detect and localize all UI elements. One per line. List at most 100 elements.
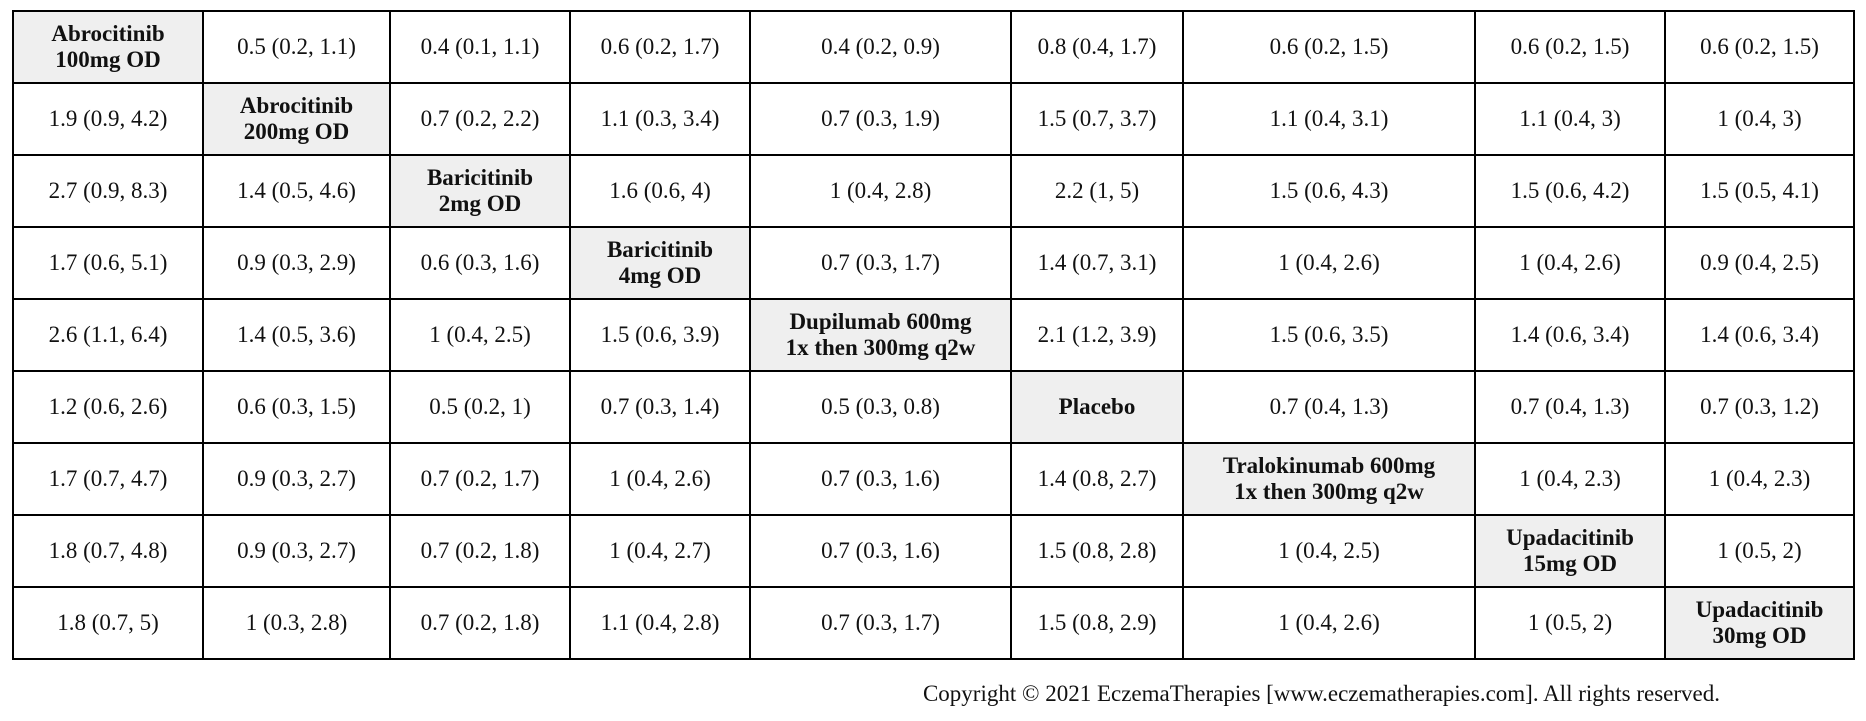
estimate-cell: 1.5 (0.6, 3.9) — [569, 298, 751, 372]
estimate-cell: 1 (0.4, 2.6) — [1474, 226, 1666, 300]
comparison-table: Abrocitinib 100mg OD 0.5 (0.2, 1.1) 0.4 (0.… — [12, 10, 1855, 660]
estimate-cell: 1.1 (0.4, 3.1) — [1182, 82, 1476, 156]
estimate-cell: 1 (0.4, 2.3) — [1664, 442, 1855, 516]
estimate-cell: 0.9 (0.4, 2.5) — [1664, 226, 1855, 300]
estimate-cell: 0.6 (0.2, 1.5) — [1664, 10, 1855, 84]
estimate-cell: 2.2 (1, 5) — [1010, 154, 1184, 228]
estimate-cell: 1.5 (0.8, 2.9) — [1010, 586, 1184, 660]
treatment-label: 1x then 300mg q2w — [1234, 479, 1424, 504]
treatment-cell: Abrocitinib 200mg OD — [202, 82, 391, 156]
table-row: 1.7 (0.7, 4.7) 0.9 (0.3, 2.7) 0.7 (0.2, 1.… — [12, 442, 1855, 516]
estimate-cell: 0.7 (0.4, 1.3) — [1474, 370, 1666, 444]
copyright: Copyright © 2021 EczemaTherapies [www.ec… — [922, 681, 1720, 706]
table-row: 2.7 (0.9, 8.3) 1.4 (0.5, 4.6) Baricitinib 2… — [12, 154, 1855, 228]
treatment-label: 30mg OD — [1712, 623, 1807, 648]
estimate-cell: 1.5 (0.6, 4.2) — [1474, 154, 1666, 228]
estimate-cell: 1.5 (0.8, 2.8) — [1010, 514, 1184, 588]
estimate-cell: 0.5 (0.2, 1) — [389, 370, 571, 444]
estimate-cell: 1.7 (0.7, 4.7) — [12, 442, 204, 516]
treatment-label: Upadacitinib — [1695, 596, 1824, 622]
estimate-cell: 0.7 (0.3, 1.6) — [749, 514, 1012, 588]
table-row: 1.7 (0.6, 5.1) 0.9 (0.3, 2.9) 0.6 (0.3, 1.… — [12, 226, 1855, 300]
estimate-cell: 1.5 (0.7, 3.7) — [1010, 82, 1184, 156]
estimate-cell: 1 (0.4, 2.3) — [1474, 442, 1666, 516]
estimate-cell: 1.4 (0.5, 4.6) — [202, 154, 391, 228]
estimate-cell: 0.5 (0.2, 1.1) — [202, 10, 391, 84]
estimate-cell: 0.7 (0.3, 1.4) — [569, 370, 751, 444]
table-row: 1.8 (0.7, 5) 1 (0.3, 2.8) 0.7 (0.2, 1.8) 1.… — [12, 586, 1855, 660]
estimate-cell: 1 (0.4, 2.6) — [569, 442, 751, 516]
treatment-label: 100mg OD — [55, 47, 161, 72]
estimate-cell: 1.4 (0.7, 3.1) — [1010, 226, 1184, 300]
table-row: Abrocitinib 100mg OD 0.5 (0.2, 1.1) 0.4 (0.… — [12, 10, 1855, 84]
treatment-cell: Baricitinib 4mg OD — [569, 226, 751, 300]
estimate-cell: 1.4 (0.6, 3.4) — [1474, 298, 1666, 372]
treatment-cell: Tralokinumab 600mg 1x then 300mg q2w — [1182, 442, 1476, 516]
table-row: 1.2 (0.6, 2.6) 0.6 (0.3, 1.5) 0.5 (0.2, 1)… — [12, 370, 1855, 444]
estimate-cell: 0.6 (0.3, 1.5) — [202, 370, 391, 444]
estimate-cell: 1.1 (0.4, 3) — [1474, 82, 1666, 156]
estimate-cell: 1.8 (0.7, 5) — [12, 586, 204, 660]
estimate-cell: 1 (0.4, 2.6) — [1182, 226, 1476, 300]
estimate-cell: 1.4 (0.5, 3.6) — [202, 298, 391, 372]
estimate-cell: 1.5 (0.6, 3.5) — [1182, 298, 1476, 372]
estimate-cell: 0.7 (0.3, 1.6) — [749, 442, 1012, 516]
estimate-cell: 1 (0.5, 2) — [1474, 586, 1666, 660]
treatment-cell: Baricitinib 2mg OD — [389, 154, 571, 228]
treatment-label: Placebo — [1058, 393, 1136, 419]
estimate-cell: 1.5 (0.6, 4.3) — [1182, 154, 1476, 228]
treatment-label: 200mg OD — [243, 119, 350, 144]
estimate-cell: 0.7 (0.2, 1.8) — [389, 586, 571, 660]
treatment-label: 2mg OD — [438, 191, 522, 216]
estimate-cell: 0.4 (0.1, 1.1) — [389, 10, 571, 84]
estimate-cell: 1.5 (0.5, 4.1) — [1664, 154, 1855, 228]
estimate-cell: 0.6 (0.2, 1.7) — [569, 10, 751, 84]
estimate-cell: 2.1 (1.2, 3.9) — [1010, 298, 1184, 372]
treatment-cell: Abrocitinib 100mg OD — [12, 10, 204, 84]
estimate-cell: 1.7 (0.6, 5.1) — [12, 226, 204, 300]
estimate-cell: 0.6 (0.2, 1.5) — [1182, 10, 1476, 84]
table-row: 2.6 (1.1, 6.4) 1.4 (0.5, 3.6) 1 (0.4, 2.5)… — [12, 298, 1855, 372]
estimate-cell: 1.1 (0.3, 3.4) — [569, 82, 751, 156]
estimate-cell: 1 (0.4, 3) — [1664, 82, 1855, 156]
estimate-cell: 1 (0.3, 2.8) — [202, 586, 391, 660]
estimate-cell: 0.5 (0.3, 0.8) — [749, 370, 1012, 444]
treatment-label: Tralokinumab 600mg — [1222, 452, 1436, 478]
treatment-label: 15mg OD — [1523, 551, 1617, 576]
treatment-label: 1x then 300mg q2w — [785, 335, 976, 360]
estimate-cell: 0.7 (0.3, 1.9) — [749, 82, 1012, 156]
estimate-cell: 2.6 (1.1, 6.4) — [12, 298, 204, 372]
estimate-cell: 1 (0.5, 2) — [1664, 514, 1855, 588]
treatment-label: Upadacitinib — [1506, 524, 1634, 550]
treatment-cell: Upadacitinib 15mg OD — [1474, 514, 1666, 588]
treatment-label: 4mg OD — [618, 263, 702, 288]
estimate-cell: 1.4 (0.8, 2.7) — [1010, 442, 1184, 516]
estimate-cell: 0.9 (0.3, 2.7) — [202, 514, 391, 588]
estimate-cell: 1 (0.4, 2.5) — [1182, 514, 1476, 588]
estimate-cell: 1.9 (0.9, 4.2) — [12, 82, 204, 156]
estimate-cell: 1 (0.4, 2.6) — [1182, 586, 1476, 660]
estimate-cell: 0.4 (0.2, 0.9) — [749, 10, 1012, 84]
estimate-cell: 1.1 (0.4, 2.8) — [569, 586, 751, 660]
treatment-cell: Upadacitinib 30mg OD — [1664, 586, 1855, 660]
estimate-cell: 0.7 (0.2, 1.8) — [389, 514, 571, 588]
estimate-cell: 0.9 (0.3, 2.9) — [202, 226, 391, 300]
treatment-label: Abrocitinib — [239, 92, 354, 118]
estimate-cell: 0.6 (0.2, 1.5) — [1474, 10, 1666, 84]
treatment-label: Baricitinib — [606, 236, 714, 262]
estimate-cell: 0.9 (0.3, 2.7) — [202, 442, 391, 516]
treatment-cell: Placebo — [1010, 370, 1184, 444]
estimate-cell: 2.7 (0.9, 8.3) — [12, 154, 204, 228]
table-row: 1.9 (0.9, 4.2) Abrocitinib 200mg OD 0.7 (0.… — [12, 82, 1855, 156]
treatment-label: Abrocitinib — [51, 20, 165, 46]
estimate-cell: 0.7 (0.3, 1.7) — [749, 586, 1012, 660]
estimate-cell: 1 (0.4, 2.8) — [749, 154, 1012, 228]
table-row: 1.8 (0.7, 4.8) 0.9 (0.3, 2.7) 0.7 (0.2, 1.… — [12, 514, 1855, 588]
treatment-cell: Dupilumab 600mg 1x then 300mg q2w — [749, 298, 1012, 372]
estimate-cell: 1.2 (0.6, 2.6) — [12, 370, 204, 444]
estimate-cell: 0.7 (0.3, 1.7) — [749, 226, 1012, 300]
estimate-cell: 0.7 (0.3, 1.2) — [1664, 370, 1855, 444]
estimate-cell: 1.4 (0.6, 3.4) — [1664, 298, 1855, 372]
estimate-cell: 0.7 (0.2, 2.2) — [389, 82, 571, 156]
